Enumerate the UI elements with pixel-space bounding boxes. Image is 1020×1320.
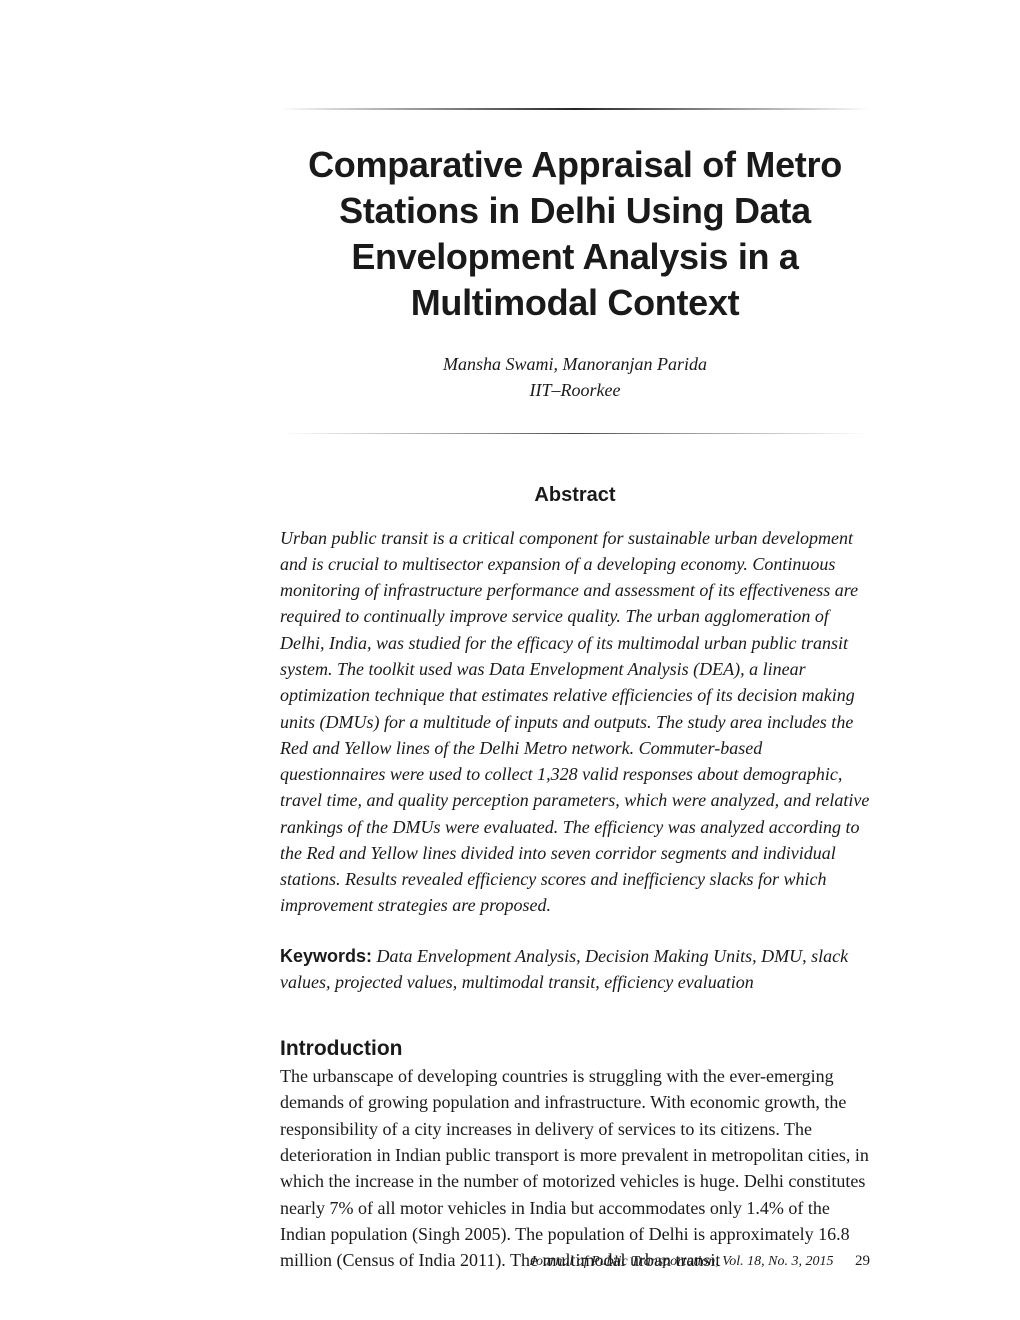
article-title: Comparative Appraisal of Metro Stations …	[280, 142, 870, 326]
introduction-body: The urbanscape of developing countries i…	[280, 1063, 870, 1273]
introduction-heading: Introduction	[280, 1037, 870, 1061]
footer-journal: Journal of Public Transportation, Vol. 1…	[530, 1254, 834, 1269]
author-block: Mansha Swami, Manoranjan Parida IIT–Roor…	[280, 352, 870, 402]
page: Comparative Appraisal of Metro Stations …	[0, 0, 1020, 1320]
author-affiliation: IIT–Roorkee	[530, 380, 621, 400]
author-names: Mansha Swami, Manoranjan Parida	[443, 354, 707, 374]
mid-horizontal-rule	[280, 433, 870, 434]
abstract-heading: Abstract	[280, 484, 870, 507]
footer-page-number: 29	[855, 1253, 870, 1269]
keywords-block: Keywords: Data Envelopment Analysis, Dec…	[280, 943, 870, 996]
keywords-label: Keywords:	[280, 946, 372, 966]
running-footer: Journal of Public Transportation, Vol. 1…	[530, 1253, 870, 1270]
abstract-body: Urban public transit is a critical compo…	[280, 525, 870, 919]
top-horizontal-rule	[280, 108, 870, 110]
